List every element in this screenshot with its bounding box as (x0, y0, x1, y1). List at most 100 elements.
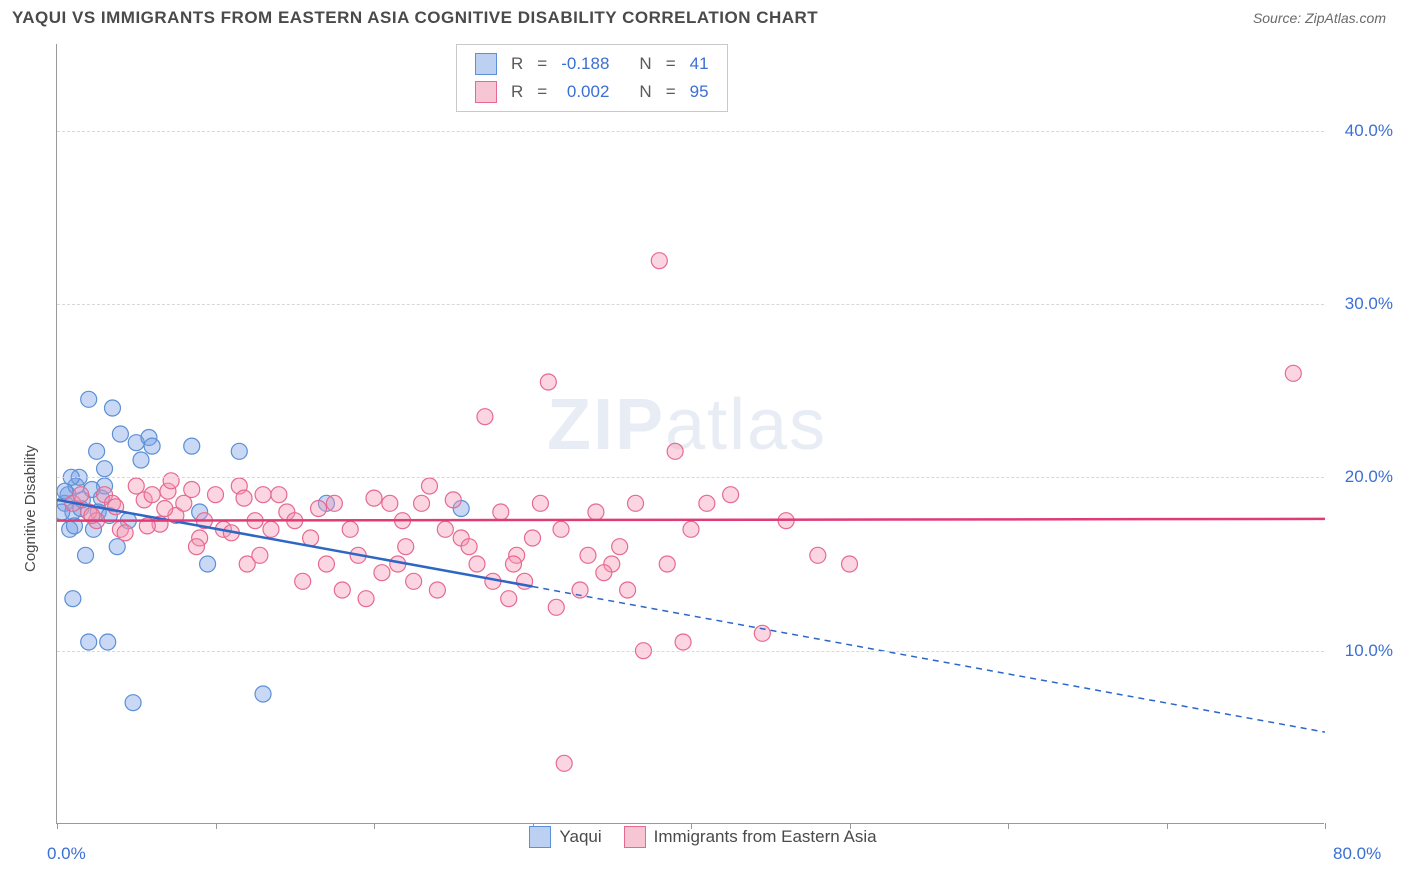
regression-line-extrapolated (533, 587, 1326, 733)
r-label: R (505, 51, 529, 77)
r-value: -0.188 (555, 51, 615, 77)
equals: = (660, 79, 682, 105)
gridline (57, 131, 1324, 132)
scatter-point (65, 591, 81, 607)
n-label: N (633, 79, 657, 105)
scatter-point (125, 695, 141, 711)
scatter-point (505, 556, 521, 572)
equals: = (531, 79, 553, 105)
scatter-point (78, 547, 94, 563)
y-tick-label: 30.0% (1333, 294, 1393, 314)
chart-title: YAQUI VS IMMIGRANTS FROM EASTERN ASIA CO… (12, 8, 818, 28)
scatter-point (842, 556, 858, 572)
scatter-point (231, 443, 247, 459)
scatter-point (144, 438, 160, 454)
chart-container: Cognitive Disability ZIPatlas 10.0%20.0%… (0, 32, 1406, 852)
y-axis-label: Cognitive Disability (22, 445, 39, 572)
scatter-point (157, 501, 173, 517)
scatter-point (659, 556, 675, 572)
stats-row: R=-0.188N=41 (469, 51, 715, 77)
regression-line (57, 519, 1325, 521)
legend-swatch (475, 81, 497, 103)
scatter-point (255, 686, 271, 702)
scatter-point (200, 556, 216, 572)
scatter-point (303, 530, 319, 546)
scatter-svg (57, 44, 1325, 824)
scatter-point (81, 634, 97, 650)
scatter-point (252, 547, 268, 563)
scatter-point (651, 253, 667, 269)
scatter-point (104, 400, 120, 416)
scatter-point (89, 443, 105, 459)
n-value: 95 (684, 79, 715, 105)
scatter-point (311, 501, 327, 517)
scatter-point (493, 504, 509, 520)
n-value: 41 (684, 51, 715, 77)
chart-header: YAQUI VS IMMIGRANTS FROM EASTERN ASIA CO… (0, 0, 1406, 32)
gridline (57, 651, 1324, 652)
r-label: R (505, 79, 529, 105)
scatter-point (525, 530, 541, 546)
scatter-point (596, 565, 612, 581)
equals: = (531, 51, 553, 77)
scatter-point (295, 573, 311, 589)
scatter-point (620, 582, 636, 598)
scatter-point (532, 495, 548, 511)
scatter-point (1285, 365, 1301, 381)
scatter-point (469, 556, 485, 572)
scatter-point (675, 634, 691, 650)
scatter-point (208, 487, 224, 503)
scatter-point (414, 495, 430, 511)
scatter-point (437, 521, 453, 537)
scatter-point (429, 582, 445, 598)
y-tick-label: 10.0% (1333, 641, 1393, 661)
legend-swatch (529, 826, 551, 848)
stats-row: R=0.002N=95 (469, 79, 715, 105)
scatter-point (133, 452, 149, 468)
scatter-point (421, 478, 437, 494)
scatter-point (445, 492, 461, 508)
scatter-point (358, 591, 374, 607)
scatter-point (318, 556, 334, 572)
scatter-point (667, 443, 683, 459)
scatter-point (236, 490, 252, 506)
scatter-point (73, 487, 89, 503)
scatter-point (628, 495, 644, 511)
scatter-point (144, 487, 160, 503)
stats-table: R=-0.188N=41R=0.002N=95 (467, 49, 717, 107)
r-value: 0.002 (555, 79, 615, 105)
scatter-point (612, 539, 628, 555)
legend-item: Yaqui (529, 826, 601, 848)
scatter-point (553, 521, 569, 537)
scatter-point (382, 495, 398, 511)
scatter-point (580, 547, 596, 563)
equals: = (660, 51, 682, 77)
stats-legend-box: R=-0.188N=41R=0.002N=95 (456, 44, 728, 112)
scatter-point (723, 487, 739, 503)
legend-swatch (475, 53, 497, 75)
scatter-point (406, 573, 422, 589)
gridline (57, 304, 1324, 305)
scatter-point (97, 461, 113, 477)
scatter-point (184, 438, 200, 454)
scatter-point (588, 504, 604, 520)
series-legend: Yaqui Immigrants from Eastern Asia (0, 826, 1406, 848)
scatter-point (255, 487, 271, 503)
scatter-point (81, 391, 97, 407)
scatter-point (263, 521, 279, 537)
scatter-point (477, 409, 493, 425)
scatter-point (117, 525, 133, 541)
scatter-point (271, 487, 287, 503)
scatter-point (810, 547, 826, 563)
y-tick-label: 20.0% (1333, 467, 1393, 487)
source-name: ZipAtlas.com (1305, 10, 1386, 26)
scatter-point (112, 426, 128, 442)
scatter-point (163, 473, 179, 489)
scatter-point (334, 582, 350, 598)
scatter-point (184, 481, 200, 497)
legend-label: Immigrants from Eastern Asia (654, 827, 877, 847)
y-tick-label: 40.0% (1333, 121, 1393, 141)
source-credit: Source: ZipAtlas.com (1253, 10, 1386, 26)
scatter-point (699, 495, 715, 511)
source-prefix: Source: (1253, 10, 1305, 26)
